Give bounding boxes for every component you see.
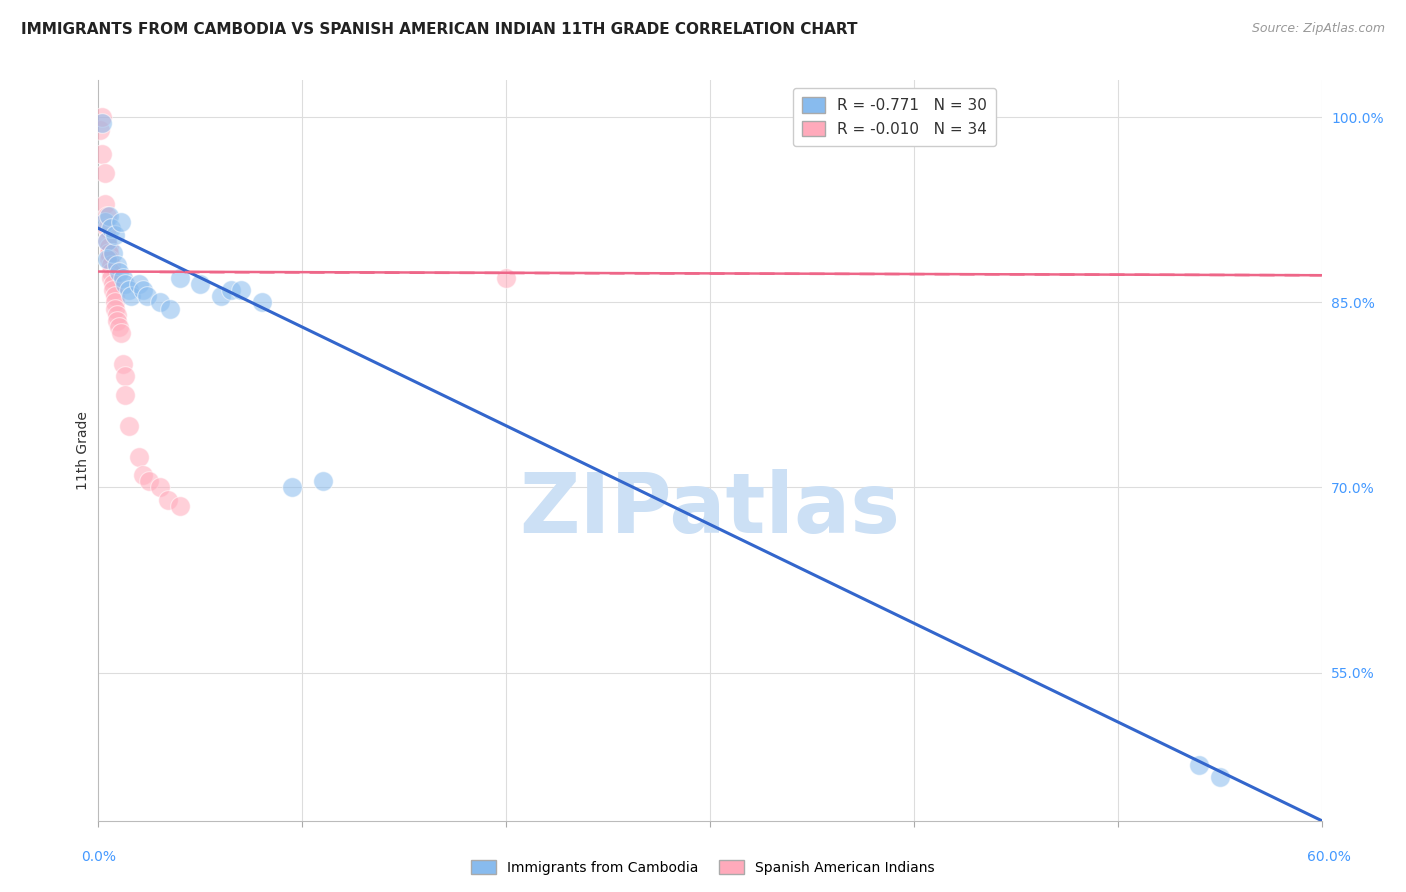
Point xyxy=(93,196,115,211)
Point xyxy=(128,450,150,464)
Point xyxy=(114,277,136,291)
Point xyxy=(97,246,120,260)
Point xyxy=(159,301,181,316)
Text: IMMIGRANTS FROM CAMBODIA VS SPANISH AMERICAN INDIAN 11TH GRADE CORRELATION CHART: IMMIGRANTS FROM CAMBODIA VS SPANISH AMER… xyxy=(21,22,858,37)
Point xyxy=(104,295,127,310)
Point xyxy=(111,357,134,371)
Text: Source: ZipAtlas.com: Source: ZipAtlas.com xyxy=(1251,22,1385,36)
Point xyxy=(169,499,191,513)
Point xyxy=(149,481,172,495)
Point xyxy=(100,270,122,285)
Point xyxy=(104,289,127,303)
Point xyxy=(101,246,124,260)
Point xyxy=(118,418,141,433)
Point xyxy=(96,209,118,223)
Point xyxy=(101,283,124,297)
Point xyxy=(91,111,114,125)
Point xyxy=(96,234,118,248)
Point xyxy=(118,283,141,297)
Point xyxy=(96,221,118,235)
Point xyxy=(96,252,118,267)
Text: 0.0%: 0.0% xyxy=(82,850,115,863)
Point xyxy=(93,215,115,229)
Point xyxy=(250,295,273,310)
Point xyxy=(114,369,136,384)
Point xyxy=(91,116,114,130)
Point xyxy=(136,289,159,303)
Legend: R = -0.771   N = 30, R = -0.010   N = 34: R = -0.771 N = 30, R = -0.010 N = 34 xyxy=(793,88,995,146)
Point xyxy=(149,295,172,310)
Point xyxy=(120,289,142,303)
Point xyxy=(108,320,131,334)
Point xyxy=(97,252,120,267)
Y-axis label: 11th Grade: 11th Grade xyxy=(76,411,90,490)
Point xyxy=(209,289,232,303)
Point xyxy=(108,264,131,278)
Point xyxy=(110,215,132,229)
Point xyxy=(188,277,212,291)
Point xyxy=(111,270,134,285)
Text: ZIPatlas: ZIPatlas xyxy=(520,469,900,550)
Point xyxy=(89,122,111,136)
Point xyxy=(104,301,127,316)
Point xyxy=(93,166,115,180)
Point xyxy=(281,481,304,495)
Point xyxy=(312,475,335,489)
Point xyxy=(1188,758,1211,772)
Point xyxy=(100,221,122,235)
Point xyxy=(91,147,114,161)
Point xyxy=(97,209,120,223)
Point xyxy=(132,468,155,483)
Point xyxy=(156,492,179,507)
Point xyxy=(1209,771,1232,785)
Point xyxy=(100,264,122,278)
Point xyxy=(114,388,136,402)
Point xyxy=(105,314,128,328)
Point xyxy=(231,283,253,297)
Point xyxy=(219,283,242,297)
Point xyxy=(128,277,150,291)
Point xyxy=(104,227,127,242)
Point xyxy=(97,240,120,254)
Point xyxy=(105,259,128,273)
Text: 60.0%: 60.0% xyxy=(1306,850,1351,863)
Legend: Immigrants from Cambodia, Spanish American Indians: Immigrants from Cambodia, Spanish Americ… xyxy=(465,855,941,880)
Point xyxy=(105,308,128,322)
Point xyxy=(96,234,118,248)
Point xyxy=(138,475,160,489)
Point xyxy=(169,270,191,285)
Point xyxy=(101,277,124,291)
Point xyxy=(495,270,517,285)
Point xyxy=(110,326,132,341)
Point xyxy=(132,283,155,297)
Point xyxy=(100,259,122,273)
